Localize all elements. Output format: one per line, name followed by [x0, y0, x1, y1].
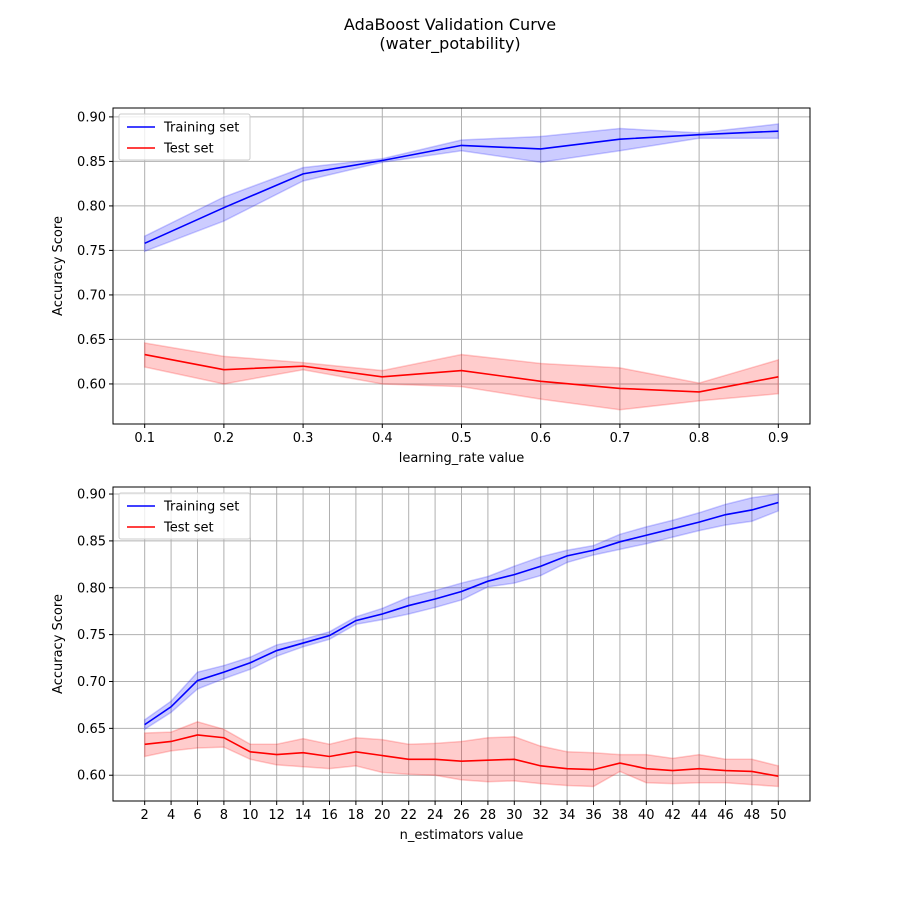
x-tick-label: 48	[744, 808, 761, 823]
y-tick-label: 0.80	[77, 199, 106, 214]
x-tick-label: 0.4	[372, 431, 393, 446]
x-tick-label: 12	[268, 808, 285, 823]
y-tick-label: 0.65	[77, 333, 106, 348]
test-std-band	[143, 721, 780, 788]
learning-rate-chart: 0.1 0.2 0.3 0.4 0.5 0.6 0.7 0.8 0.9 0.60 0.65 0.70 0…	[51, 107, 811, 466]
x-tick-label: 30	[506, 808, 523, 823]
x-tick-label: 0.3	[293, 431, 314, 446]
x-tick-label: 38	[612, 808, 629, 823]
y-tick-label: 0.85	[77, 534, 106, 549]
x-tick-label: 18	[348, 808, 365, 823]
x-tick-label: 28	[480, 808, 497, 823]
x-tick-label: 40	[638, 808, 655, 823]
y-tick-label: 0.60	[77, 377, 106, 392]
x-tick-label: 32	[532, 808, 549, 823]
x-tick-label: 44	[691, 808, 708, 823]
n-estimators-chart: 2 4 6 8 10 12 14 16 18 20 22 24 26 28 30 32 34 36 38 40 42 44…	[51, 486, 811, 843]
x-tick-label: 0.1	[134, 431, 155, 446]
x-tick-label: 6	[193, 808, 201, 823]
x-tick-label: 0.7	[610, 431, 631, 446]
x-tick-label: 0.8	[689, 431, 710, 446]
x-tick-label: 36	[585, 808, 602, 823]
x-tick-label: 8	[220, 808, 228, 823]
test-std-band	[143, 342, 780, 411]
x-tick-label: 20	[374, 808, 391, 823]
x-tick-label: 42	[664, 808, 681, 823]
x-tick-label: 50	[770, 808, 787, 823]
y-axis-label: Accuracy Score	[51, 216, 66, 316]
y-tick-label: 0.90	[77, 110, 106, 125]
y-tick-label: 0.60	[77, 769, 106, 784]
training-legend-label: Training set	[163, 121, 239, 136]
test-legend-label: Test set	[163, 521, 214, 536]
x-tick-label: 46	[717, 808, 734, 823]
x-tick-label: 34	[559, 808, 576, 823]
x-tick-label: 16	[321, 808, 338, 823]
x-tick-label: 10	[242, 808, 259, 823]
y-axis-label: Accuracy Score	[51, 594, 66, 694]
figure-subtitle: (water_potability)	[379, 34, 520, 54]
y-tick-label: 0.75	[77, 628, 106, 643]
x-tick-label: 26	[453, 808, 470, 823]
x-axis-label: n_estimators value	[400, 828, 524, 843]
training-series-line	[144, 130, 779, 245]
x-tick-label: 14	[295, 808, 312, 823]
x-tick-label: 24	[427, 808, 444, 823]
y-tick-label: 0.65	[77, 722, 106, 737]
test-series-line	[144, 734, 779, 777]
x-axis-label: learning_rate value	[399, 451, 525, 466]
x-tick-label: 2	[141, 808, 149, 823]
x-tick-label: 0.6	[530, 431, 551, 446]
x-tick-label: 22	[400, 808, 417, 823]
test-legend-label: Test set	[163, 142, 214, 157]
y-tick-label: 0.70	[77, 675, 106, 690]
training-legend-label: Training set	[163, 500, 239, 515]
x-tick-label: 4	[167, 808, 175, 823]
test-series-line	[144, 353, 779, 393]
y-tick-label: 0.70	[77, 288, 106, 303]
y-tick-label: 0.75	[77, 244, 106, 259]
x-tick-label: 0.5	[451, 431, 472, 446]
x-tick-label: 0.9	[768, 431, 789, 446]
y-tick-label: 0.80	[77, 581, 106, 596]
figure-title: AdaBoost Validation Curve	[344, 15, 556, 34]
y-tick-label: 0.85	[77, 155, 106, 170]
x-tick-label: 0.2	[214, 431, 235, 446]
y-tick-label: 0.90	[77, 488, 106, 503]
training-series-line	[144, 501, 779, 726]
